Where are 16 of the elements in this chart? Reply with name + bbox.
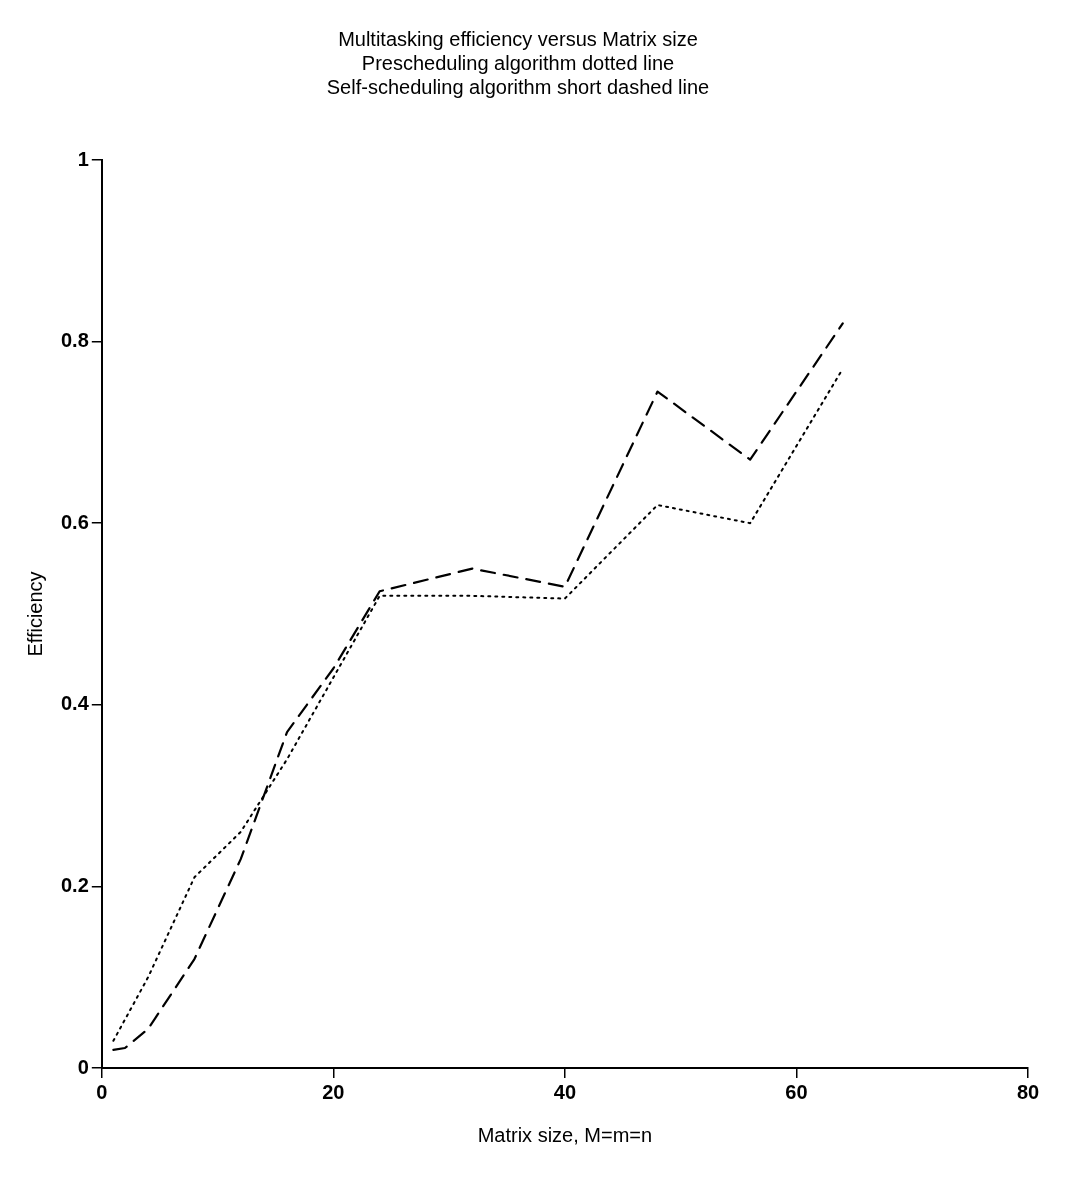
- y-tick-label: 0: [77, 1055, 89, 1078]
- x-tick-label: 60: [785, 1080, 808, 1103]
- x-tick-label: 80: [1016, 1080, 1040, 1103]
- x-tick-label: 40: [553, 1080, 577, 1103]
- x-axis-title: Matrix size, M=m=n: [477, 1123, 653, 1146]
- text: Prescheduling algorithm dotted line: [361, 51, 675, 74]
- y-axis-title: Efficiency: [23, 571, 46, 657]
- y-tick-label: 0.2: [60, 873, 89, 896]
- text: Multitasking efficiency versus Matrix size: [338, 27, 698, 50]
- y-tick-label: 1: [77, 147, 89, 170]
- text: Self-scheduling algorithm short dashed line: [326, 75, 710, 98]
- x-tick-label: 0: [96, 1080, 108, 1103]
- y-tick-label: 0.6: [60, 510, 89, 533]
- y-tick-label: 0.4: [60, 692, 90, 715]
- y-tick-label: 0.8: [60, 329, 89, 352]
- x-tick-label: 20: [322, 1080, 345, 1103]
